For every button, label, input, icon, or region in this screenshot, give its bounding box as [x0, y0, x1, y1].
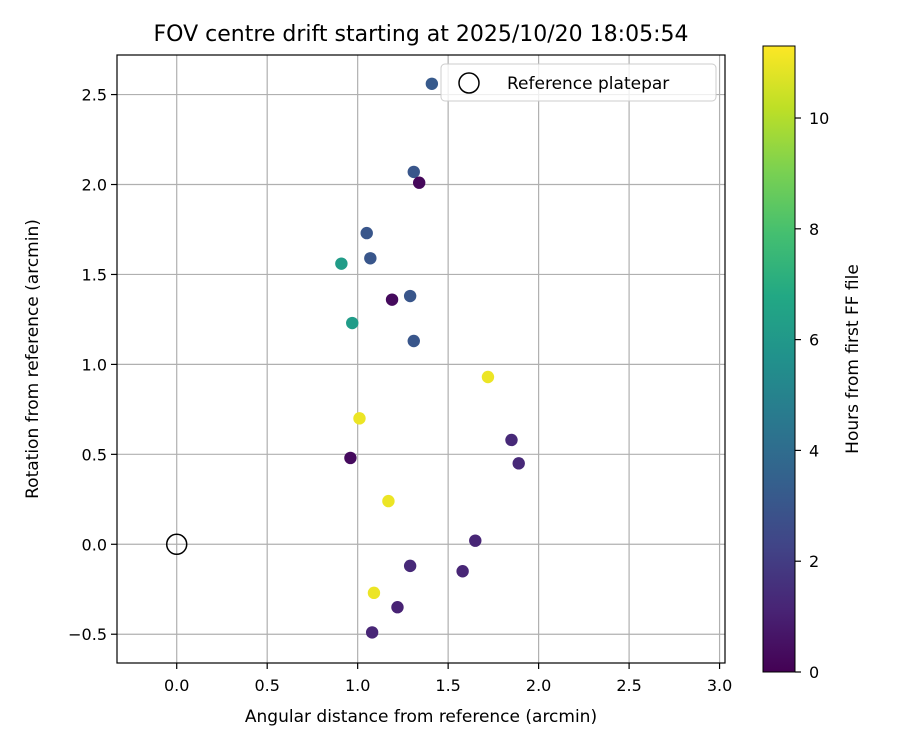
- data-point: [403, 559, 417, 573]
- data-point: [335, 257, 348, 270]
- data-point: [403, 289, 417, 303]
- x-tick-label: 0.0: [164, 676, 189, 695]
- legend-reference-marker: [458, 72, 480, 94]
- data-points: [335, 77, 525, 639]
- data-point: [360, 226, 373, 240]
- data-point: [481, 370, 495, 384]
- data-point: [382, 494, 395, 508]
- colorbar-tick-label: 10: [809, 109, 829, 128]
- data-point: [365, 626, 379, 639]
- reference-layer: [165, 533, 188, 556]
- legend: Reference platepar: [440, 63, 717, 102]
- colorbar-gradient: [762, 45, 796, 673]
- y-tick-label: 2.5: [82, 86, 107, 105]
- legend-box: [440, 63, 717, 102]
- y-axis-label: Rotation from reference (arcmin): [23, 219, 43, 499]
- data-point: [425, 77, 439, 90]
- colorbar: 0 2 4 6 8 10 Hours from first FF file: [762, 45, 863, 682]
- colorbar-tick-label: 4: [809, 441, 819, 460]
- x-axis-label: Angular distance from reference (arcmin): [245, 707, 597, 727]
- data-point: [407, 334, 420, 348]
- data-point: [353, 412, 366, 425]
- data-point: [346, 316, 359, 330]
- x-tick-label: 0.5: [254, 676, 279, 695]
- x-tick-label: 2.0: [526, 676, 551, 695]
- x-tick-label: 3.0: [707, 676, 732, 695]
- plot-frame: [116, 54, 726, 664]
- data-point: [367, 586, 381, 600]
- x-tick-label: 1.0: [345, 676, 370, 695]
- chart-title: FOV centre drift starting at 2025/10/20 …: [154, 22, 689, 47]
- data-point: [364, 252, 377, 265]
- data-point: [469, 534, 482, 547]
- colorbar-tick-label: 8: [809, 220, 819, 239]
- data-point: [505, 433, 518, 447]
- x-tick-label: 1.5: [435, 676, 460, 695]
- colorbar-tick-label: 6: [809, 331, 819, 350]
- colorbar-label: Hours from first FF file: [843, 264, 863, 454]
- data-point: [456, 565, 469, 578]
- y-tick-label: 1.0: [82, 355, 107, 374]
- data-point: [407, 165, 420, 179]
- y-tick-label: 0.0: [82, 535, 107, 554]
- legend-label-reference: Reference platepar: [507, 74, 669, 94]
- colorbar-ticks: 0 2 4 6 8 10: [795, 109, 829, 682]
- x-axis-ticks: 0.0 0.5 1.0 1.5 2.0 2.5 3.0: [164, 663, 732, 695]
- y-tick-label: 2.0: [82, 176, 107, 195]
- y-tick-label: 0.5: [82, 445, 107, 464]
- y-axis-ticks: −0.5 0.0 0.5 1.0 1.5 2.0 2.5: [68, 86, 117, 644]
- y-tick-label: −0.5: [68, 625, 107, 644]
- colorbar-tick-label: 2: [809, 552, 819, 571]
- x-tick-label: 2.5: [616, 676, 641, 695]
- reference-platepar-marker: [165, 533, 188, 556]
- data-point: [512, 457, 525, 470]
- y-tick-label: 1.5: [82, 265, 107, 284]
- grid-lines: [117, 55, 725, 663]
- data-point: [385, 293, 399, 306]
- data-point: [344, 451, 357, 465]
- colorbar-tick-label: 0: [809, 663, 819, 682]
- data-point: [412, 176, 426, 189]
- data-point: [391, 601, 404, 614]
